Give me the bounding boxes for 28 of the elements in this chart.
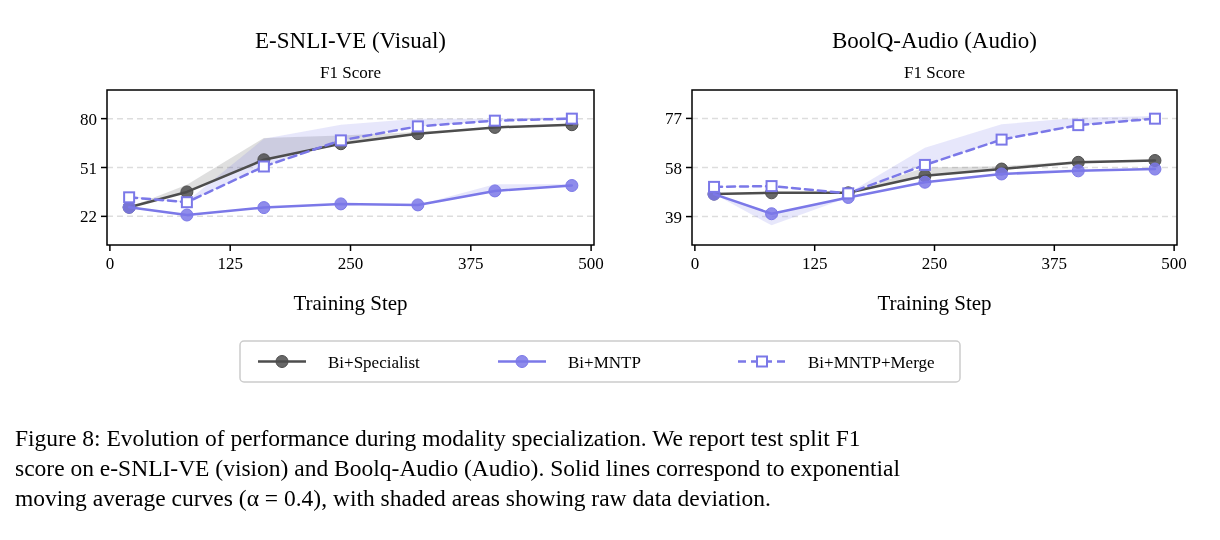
y-tick-label: 51 <box>80 158 97 178</box>
x-tick-label: 500 <box>1161 254 1187 273</box>
y-tick-label: 80 <box>80 109 97 129</box>
x-tick-label: 500 <box>578 254 604 273</box>
chart-title: E-SNLI-VE (Visual) <box>255 28 446 53</box>
x-tick-label: 375 <box>458 254 484 273</box>
chart-title: BoolQ-Audio (Audio) <box>831 28 1038 53</box>
x-tick-label: 125 <box>801 254 828 273</box>
x-tick-label: 125 <box>217 254 243 273</box>
x-tick-label: 0 <box>690 254 700 273</box>
y-tick-label: 39 <box>665 207 682 227</box>
text: score on e-SNLI-VE (vision) and Boolq-Audio (Audio). Solid lines correspond to exponential <box>15 455 901 481</box>
y-tick-label: 22 <box>80 207 97 227</box>
y-tick-label: 77 <box>665 109 683 129</box>
legend-label: Bi+MNTP <box>568 352 641 372</box>
x-axis-title: Training Step <box>877 291 992 315</box>
x-tick-label: 250 <box>921 254 948 273</box>
caption: Figure 8: Evolution of performance during modality specialization. We report test split F1 <box>15 425 861 451</box>
x-axis-title: Training Step <box>293 291 408 315</box>
x-tick-label: 375 <box>1041 254 1068 273</box>
legend-label: Bi+MNTP+Merge <box>808 352 935 372</box>
x-tick-label: 0 <box>105 254 115 273</box>
chart-subtitle: F1 Score <box>904 63 965 82</box>
chart-subtitle: F1 Score <box>320 63 381 82</box>
y-tick-label: 58 <box>665 158 682 178</box>
legend-label: Bi+Specialist <box>328 352 421 372</box>
text: moving average curves (α = 0.4), with shaded areas showing raw data deviation. <box>15 485 771 511</box>
x-tick-label: 250 <box>337 254 364 273</box>
